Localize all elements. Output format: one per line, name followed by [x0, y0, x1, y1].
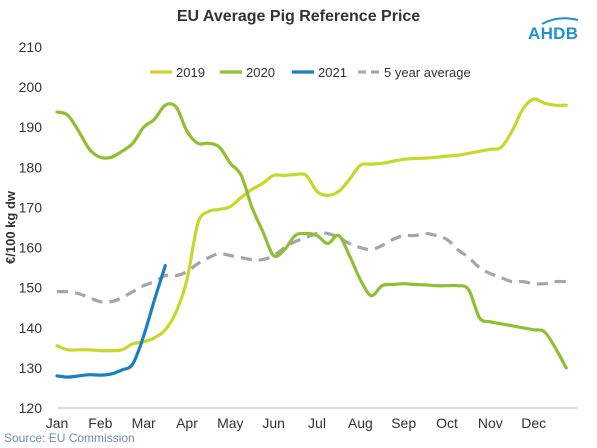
y-tick-label: 180: [19, 159, 43, 175]
x-tick-label: Jul: [308, 415, 326, 431]
series-line-2020: [55, 102, 568, 370]
x-tick-label: Apr: [176, 415, 198, 431]
x-tick-label: Aug: [348, 415, 373, 431]
x-axis-ticks: Jan Feb Mar Apr May Jun Jul Aug Sep Oct Nov Dec: [46, 415, 546, 431]
legend-label: 2020: [246, 65, 275, 80]
x-tick-label: May: [217, 415, 243, 431]
x-tick-label: Jan: [46, 415, 69, 431]
legend-label: 2021: [318, 65, 347, 80]
y-tick-label: 190: [19, 119, 43, 135]
legend: 2019 2020 2021 5 year average: [150, 65, 471, 80]
x-tick-label: Oct: [436, 415, 458, 431]
y-tick-label: 140: [19, 320, 43, 336]
y-axis-ticks: 120 130 140 150 160 170 180 190 200 210: [19, 39, 43, 416]
brand-logo: AHDB: [528, 17, 579, 44]
y-axis-title: €/100 kg dw: [3, 190, 18, 264]
y-tick-label: 160: [19, 240, 43, 256]
series-line-5-year-average: [56, 231, 567, 304]
legend-label: 2019: [176, 65, 205, 80]
y-tick-label: 120: [19, 400, 43, 416]
series-lines: [55, 97, 568, 379]
x-tick-label: Nov: [478, 415, 503, 431]
y-tick-label: 130: [19, 360, 43, 376]
x-tick-label: Dec: [521, 415, 546, 431]
source-note: Source: EU Commission: [4, 431, 135, 445]
y-tick-label: 150: [19, 280, 43, 296]
x-tick-label: Feb: [88, 415, 112, 431]
logo-text: AHDB: [528, 24, 579, 43]
series-line-2021: [55, 264, 167, 379]
logo-swoosh-icon: [541, 17, 579, 25]
y-tick-label: 200: [19, 79, 43, 95]
chart-title: EU Average Pig Reference Price: [176, 8, 421, 25]
series-line-2019: [55, 97, 568, 353]
x-tick-label: Mar: [132, 415, 156, 431]
legend-label: 5 year average: [384, 65, 471, 80]
x-tick-label: Jun: [262, 415, 285, 431]
y-tick-label: 210: [19, 39, 43, 55]
x-tick-label: Sep: [391, 415, 416, 431]
y-tick-label: 170: [19, 199, 43, 215]
